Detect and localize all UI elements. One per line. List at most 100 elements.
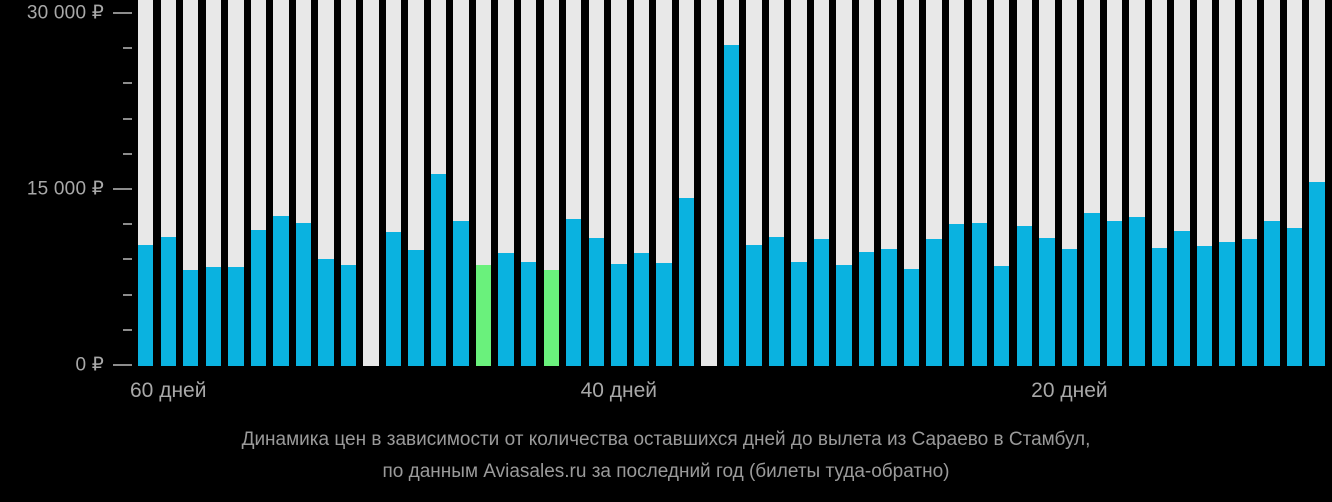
bar-column[interactable] [881,0,897,366]
plot-area [138,0,1332,366]
bar-column[interactable] [543,0,559,366]
bar-fill [611,263,627,366]
bar-column[interactable] [858,0,875,366]
bar-column[interactable] [1196,0,1213,366]
bar-column[interactable] [1061,0,1078,366]
bar-fill [498,253,514,366]
bar-column[interactable] [430,0,447,366]
bar-column[interactable] [408,0,424,366]
bar-fill-highlight [475,265,492,366]
bar-column[interactable] [746,0,762,366]
bar-column[interactable] [1084,0,1100,366]
bar-fill [791,261,807,366]
bar-column[interactable] [250,0,267,366]
y-tick-mark-minor [123,328,132,331]
bar-fill [1219,241,1235,366]
bar-column[interactable] [903,0,920,366]
bar-column[interactable] [971,0,987,366]
bar-column[interactable] [1286,0,1303,366]
bar-column[interactable] [633,0,650,366]
bar-column[interactable] [1039,0,1055,366]
caption-line-1: Динамика цен в зависимости от количества… [241,429,1091,450]
bar-column[interactable] [318,0,334,366]
bar-fill [1174,231,1190,366]
bar-column[interactable] [1174,0,1190,366]
bar-column[interactable] [498,0,514,366]
bar-column[interactable] [160,0,176,366]
bar-column[interactable] [813,0,830,366]
bar-fill [926,239,942,366]
bar-column[interactable] [836,0,852,366]
bar-fill [138,245,154,366]
y-tick-mark-major [113,12,132,14]
bar-column[interactable] [475,0,492,366]
x-tick-label: 60 дней [130,379,207,402]
bar-column[interactable] [205,0,221,366]
bar-column[interactable] [611,0,627,366]
bar-fill [1196,246,1213,366]
y-tick-label: 15 000 ₽ [26,178,104,200]
bar-fill [903,268,920,366]
bar-fill [858,252,875,366]
bar-fill [971,222,987,366]
bar-fill [566,219,582,366]
bar-fill [340,265,357,366]
bar-fill [1061,248,1078,366]
bar-column[interactable] [273,0,289,366]
bar-fill [1264,220,1280,366]
bar-column[interactable] [566,0,582,366]
bar-fill [1016,226,1033,366]
bar-column[interactable] [183,0,199,366]
bar-fill [881,248,897,366]
bar-fill [273,215,289,366]
bar-column[interactable] [723,0,740,366]
bar-fill [949,224,965,366]
bar-column[interactable] [520,0,537,366]
bar-column[interactable] [1016,0,1033,366]
bar-column[interactable] [791,0,807,366]
y-axis: 0 ₽ 15 000 ₽ 30 000 ₽ [0,0,138,376]
bar-column[interactable] [1264,0,1280,366]
bar-fill [836,265,852,366]
bar-track [363,0,379,366]
bar-column[interactable] [1241,0,1258,366]
bar-column[interactable] [228,0,244,366]
bar-column[interactable] [363,0,379,366]
y-tick-mark-major [113,188,132,190]
bar-column[interactable] [994,0,1010,366]
bar-fill [1309,181,1325,366]
bar-fill [723,44,740,366]
bar-column[interactable] [678,0,695,366]
bar-fill [160,236,176,366]
bar-fill [1286,227,1303,366]
y-tick-mark-minor [123,117,132,120]
bar-column[interactable] [768,0,785,366]
bar-column[interactable] [295,0,312,366]
bar-fill-highlight [543,269,559,366]
y-tick-label: 30 000 ₽ [26,2,104,24]
bar-column[interactable] [1106,0,1123,366]
bar-fill [318,259,334,366]
bar-fill [453,220,469,366]
bar-column[interactable] [926,0,942,366]
bar-fill [205,267,221,366]
bar-column[interactable] [385,0,402,366]
bar-column[interactable] [138,0,154,366]
bar-column[interactable] [340,0,357,366]
bar-fill [656,262,672,366]
bar-column[interactable] [588,0,604,366]
bar-column[interactable] [1219,0,1235,366]
bar-column[interactable] [949,0,965,366]
bar-fill [520,261,537,366]
bar-column[interactable] [1151,0,1168,366]
bar-column[interactable] [453,0,469,366]
bar-column[interactable] [1129,0,1145,366]
bar-column[interactable] [656,0,672,366]
bar-column[interactable] [701,0,717,366]
bar-column[interactable] [1309,0,1325,366]
chart-caption: Динамика цен в зависимости от количества… [0,424,1332,488]
bar-fill [295,222,312,366]
bar-fill [1084,213,1100,366]
y-tick-label: 0 ₽ [75,354,104,376]
bar-fill [228,267,244,366]
